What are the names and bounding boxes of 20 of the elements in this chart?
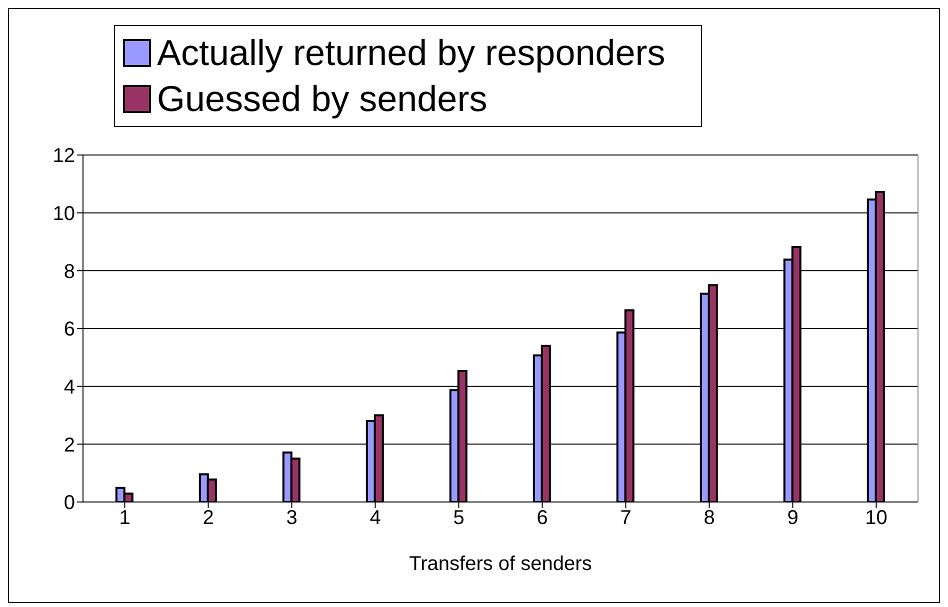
y-tick-label: 10 xyxy=(52,202,75,225)
y-tick-label: 6 xyxy=(64,318,75,341)
legend-label: Guessed by senders xyxy=(157,77,488,121)
x-axis-title: Transfers of senders xyxy=(409,553,592,575)
x-tick-label: 5 xyxy=(453,507,464,530)
x-tick-label: 9 xyxy=(787,507,798,530)
x-tick-label: 4 xyxy=(370,507,381,530)
y-tick-label: 4 xyxy=(64,376,75,398)
y-tick-label: 2 xyxy=(64,434,75,456)
y-tick-label: 12 xyxy=(52,145,75,168)
y-tick-label: 0 xyxy=(64,492,75,514)
x-tick-label: 10 xyxy=(865,507,888,530)
legend-label: Actually returned by responders xyxy=(157,31,666,75)
x-tick-label: 2 xyxy=(202,507,214,530)
x-tick-label: 8 xyxy=(704,507,715,530)
x-tick-label: 3 xyxy=(286,507,298,530)
x-tick-label: 7 xyxy=(620,507,632,530)
x-tick-label: 1 xyxy=(119,507,130,530)
y-tick-label: 8 xyxy=(64,260,75,283)
x-tick-label: 6 xyxy=(536,507,548,530)
